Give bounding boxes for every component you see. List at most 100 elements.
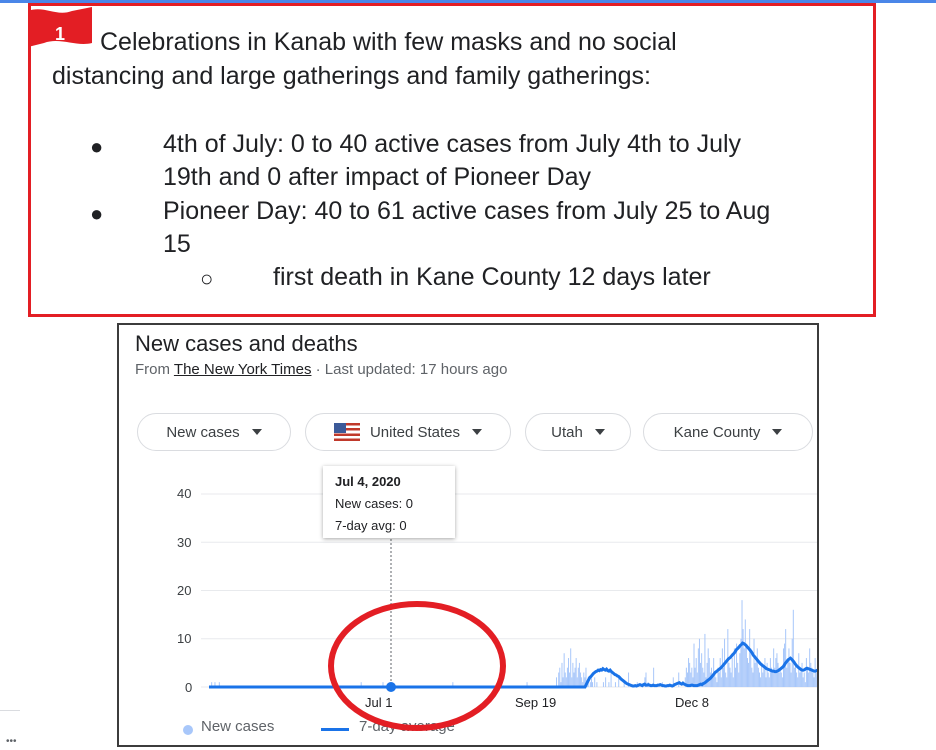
bar [806, 667, 808, 687]
bar [718, 672, 720, 687]
chevron-down-icon [251, 429, 262, 435]
county-dropdown[interactable]: Kane County [643, 413, 813, 451]
bar [753, 638, 755, 687]
bar [564, 672, 566, 687]
hover-point[interactable] [386, 682, 396, 692]
bullet-dot: ● [90, 134, 104, 159]
bar [755, 658, 757, 687]
bar [577, 667, 579, 687]
bar [815, 672, 817, 687]
bar [763, 667, 765, 687]
bar [566, 667, 568, 687]
sub-bullet-text: first death in Kane County 12 days later [273, 263, 711, 291]
bar [690, 672, 692, 687]
bar [797, 677, 799, 687]
bar [804, 682, 806, 687]
bar [752, 672, 754, 687]
bar [214, 682, 216, 687]
bar [582, 682, 584, 687]
bullet-1-line1: 4th of July: 0 to 40 active cases from J… [163, 130, 742, 158]
from-label: From [135, 361, 174, 378]
bar [750, 648, 752, 687]
bar [628, 672, 630, 687]
bar [584, 677, 586, 687]
bar [715, 677, 717, 687]
bar [800, 667, 802, 687]
bar [561, 662, 563, 687]
bar [758, 672, 760, 687]
bar [725, 672, 727, 687]
metric-dropdown[interactable]: New cases [137, 413, 291, 451]
county-dropdown-label: Kane County [673, 423, 761, 441]
y-tick-label: 0 [185, 680, 193, 695]
chevron-down-icon [594, 429, 605, 435]
bar [596, 682, 598, 687]
bar [785, 629, 787, 687]
x-tick-label: Dec 8 [675, 695, 709, 710]
country-dropdown[interactable]: United States [305, 413, 511, 451]
callout-heading-line1: Celebrations in Kanab with few masks and… [100, 28, 677, 56]
bar [692, 677, 694, 687]
bar [737, 662, 739, 687]
bar [730, 672, 732, 687]
seven-day-average-line [209, 641, 817, 689]
bar [787, 658, 789, 687]
bar [762, 672, 764, 687]
hover-tooltip: Jul 4, 2020 New cases: 0 7-day avg: 0 [323, 466, 455, 538]
bar [728, 662, 730, 687]
bar [700, 662, 702, 687]
bar [688, 658, 690, 687]
bar [756, 648, 758, 687]
legend-new-cases[interactable]: New cases [201, 718, 275, 735]
bar [526, 682, 528, 687]
bar [574, 667, 576, 687]
bar [592, 682, 594, 687]
bar [590, 677, 592, 687]
source-link[interactable]: The New York Times [173, 361, 312, 378]
covid-chart-card: New cases and deaths From The New York T… [117, 323, 819, 747]
bar [792, 609, 794, 687]
bar [772, 672, 774, 687]
bar [769, 658, 771, 687]
sub-bullet-circle: ○ [200, 266, 214, 291]
bar [565, 677, 567, 687]
bar [572, 662, 574, 687]
bar [702, 667, 704, 687]
bar [740, 638, 742, 687]
bar [585, 667, 587, 687]
chevron-down-icon [472, 429, 483, 435]
bar [712, 677, 714, 687]
bar [746, 658, 748, 687]
card-source-line: From The New York Times · Last updated: … [135, 361, 507, 378]
bar [704, 633, 706, 687]
bar [738, 672, 740, 687]
bar [791, 638, 793, 687]
state-dropdown[interactable]: Utah [525, 413, 631, 451]
bar [729, 667, 731, 687]
chart-gridlines [201, 493, 817, 688]
bar [793, 667, 795, 687]
red-flag-icon [28, 7, 92, 55]
bar [732, 677, 734, 687]
bar [722, 667, 724, 687]
bar [731, 658, 733, 687]
top-accent-line [0, 0, 936, 3]
bar [678, 672, 680, 687]
bar [693, 643, 695, 687]
bar [788, 648, 790, 687]
bar [696, 672, 698, 687]
bar [573, 672, 575, 687]
bar [745, 643, 747, 687]
legend-dot-icon [183, 725, 193, 735]
bar [768, 677, 770, 687]
bar [770, 667, 772, 687]
bar [716, 682, 718, 687]
tooltip-avg: 7-day avg: 0 [335, 518, 407, 533]
bar [734, 667, 736, 687]
bar [610, 672, 612, 687]
bar [818, 648, 819, 687]
bar [812, 672, 814, 687]
bar [778, 672, 780, 687]
bar [790, 672, 792, 687]
legend-seven-day-average[interactable]: 7-day average [359, 718, 455, 735]
